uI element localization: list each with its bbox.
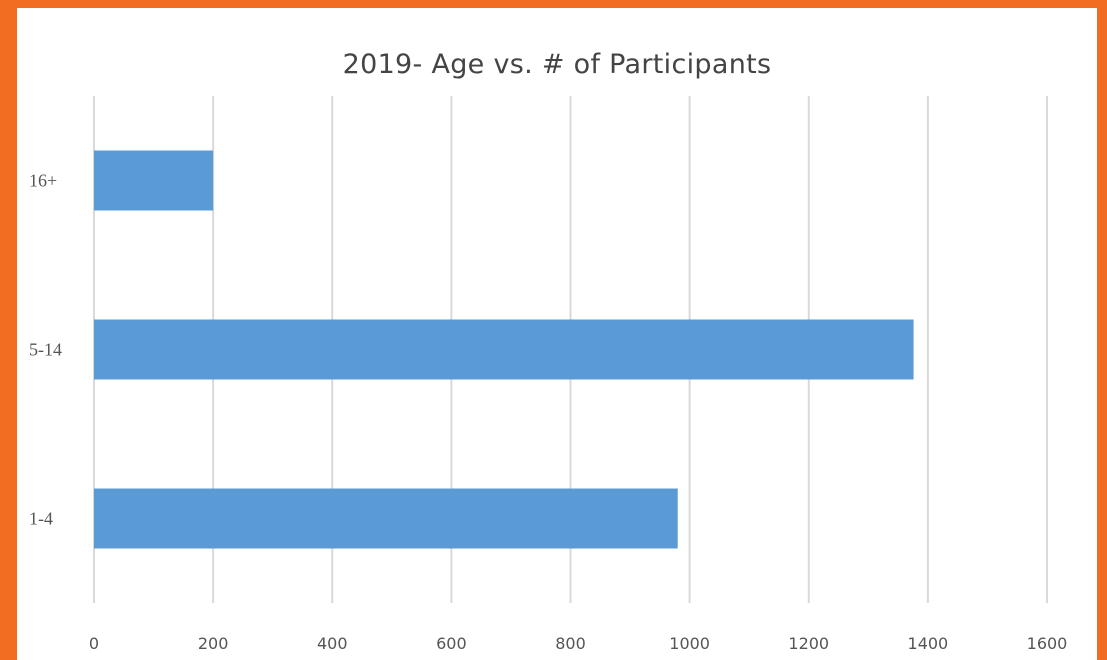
bar-16+ [94, 150, 214, 211]
category-label-16+: 16+ [29, 171, 57, 191]
x-tick-label-1200: 1200 [788, 634, 829, 653]
x-tick-labels: 0 200 400 600 800 1000 1200 1400 1600 [89, 634, 1067, 653]
x-tick-label-800: 800 [555, 634, 586, 653]
x-tick-label-1000: 1000 [669, 634, 710, 653]
chart-panel: 2019- Age vs. # of Participants 1-4 5-14 1… [17, 8, 1097, 660]
bar-chart: 1-4 5-14 16+ 0 200 400 600 800 1000 1200 1400 1600 [29, 96, 1067, 653]
x-tick-label-400: 400 [317, 634, 348, 653]
category-label-5-14: 5-14 [29, 340, 62, 360]
bar-1-4 [94, 488, 678, 549]
category-label-1-4: 1-4 [29, 509, 53, 529]
x-tick-label-200: 200 [198, 634, 229, 653]
x-tick-label-1400: 1400 [908, 634, 949, 653]
x-tick-label-0: 0 [89, 634, 99, 653]
chart-title: 2019- Age vs. # of Participants [342, 49, 772, 80]
category-labels: 1-4 5-14 16+ [29, 171, 62, 529]
x-tick-label-1600: 1600 [1027, 634, 1068, 653]
x-tick-label-600: 600 [436, 634, 467, 653]
bar-5-14 [94, 319, 914, 380]
bars [94, 150, 914, 549]
